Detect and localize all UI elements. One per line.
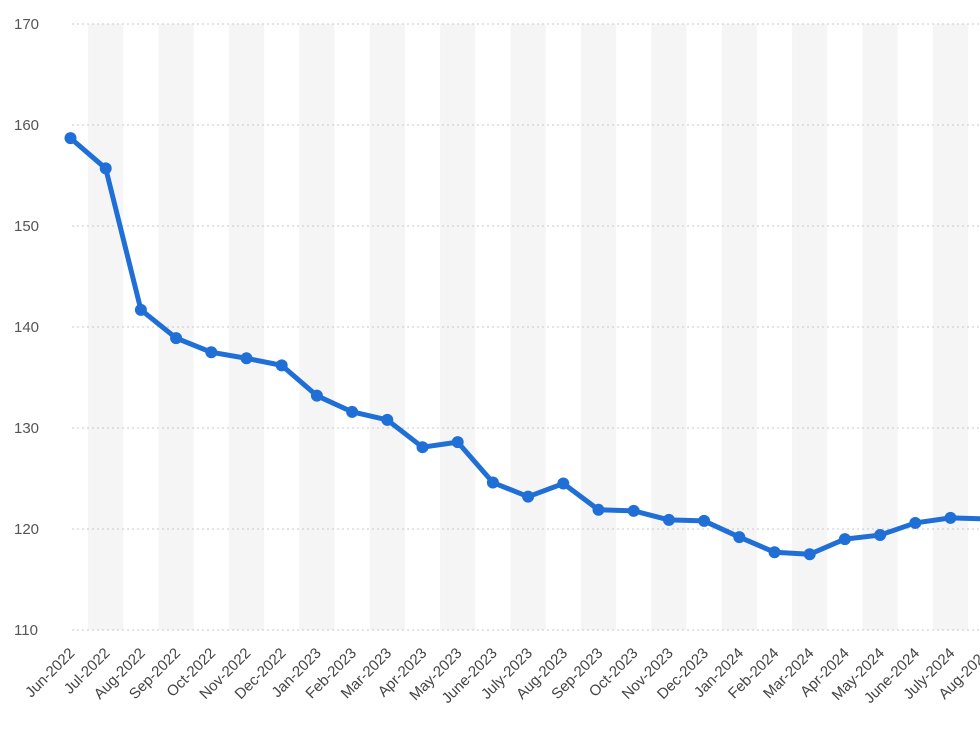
data-point[interactable]: [240, 352, 253, 365]
data-point[interactable]: [205, 346, 218, 359]
data-point[interactable]: [557, 477, 570, 490]
data-point[interactable]: [416, 441, 429, 454]
data-point[interactable]: [592, 503, 605, 516]
data-point[interactable]: [381, 413, 394, 426]
data-point[interactable]: [838, 533, 851, 546]
data-point[interactable]: [874, 529, 887, 542]
gridlines: [72, 23, 980, 631]
y-tick-label: 150: [14, 218, 39, 235]
data-point[interactable]: [64, 132, 77, 145]
data-point[interactable]: [627, 504, 640, 517]
y-axis-ticks: 110 120 130 140 150 160 170: [14, 16, 39, 639]
y-tick-label: 160: [14, 117, 39, 134]
x-axis-ticks: Jun-2022Jul-2022Aug-2022Sep-2022Oct-2022…: [22, 645, 980, 707]
data-point[interactable]: [522, 490, 535, 503]
data-point[interactable]: [909, 516, 922, 529]
data-point[interactable]: [662, 513, 675, 526]
data-points: [64, 132, 980, 561]
data-point[interactable]: [698, 514, 711, 527]
data-point[interactable]: [944, 511, 957, 524]
y-tick-label: 170: [14, 16, 39, 33]
column-band: [299, 24, 335, 630]
data-point[interactable]: [134, 303, 147, 316]
data-point[interactable]: [170, 332, 183, 345]
data-point[interactable]: [768, 546, 781, 559]
data-point[interactable]: [99, 162, 112, 175]
y-tick-label: 130: [14, 420, 39, 437]
data-point[interactable]: [346, 405, 359, 418]
data-point[interactable]: [733, 531, 746, 544]
data-point[interactable]: [451, 436, 464, 449]
y-tick-label: 120: [14, 521, 39, 538]
data-point[interactable]: [275, 359, 288, 372]
y-tick-label: 140: [14, 319, 39, 336]
data-point[interactable]: [310, 389, 323, 402]
data-point[interactable]: [803, 548, 816, 561]
data-point[interactable]: [486, 476, 499, 489]
y-tick-label: 110: [14, 622, 38, 639]
